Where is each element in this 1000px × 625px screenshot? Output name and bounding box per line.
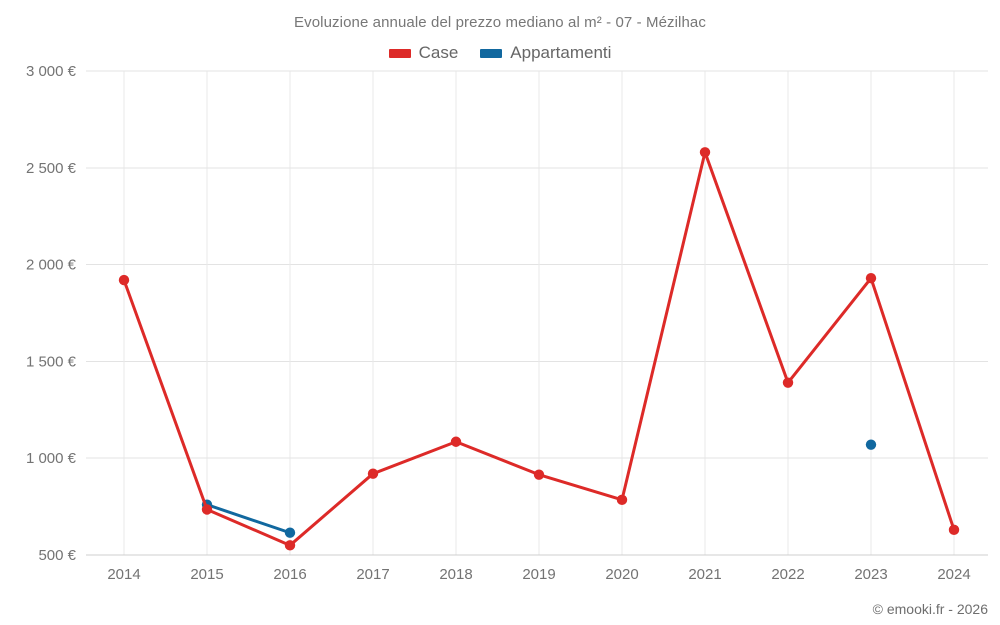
x-axis-tick-label: 2016: [273, 566, 306, 583]
x-axis-tick-label: 2022: [771, 566, 804, 583]
x-axis-tick-label: 2018: [439, 566, 472, 583]
x-axis-tick-label: 2019: [522, 566, 555, 583]
data-point-case-2022[interactable]: [782, 377, 794, 388]
data-point-case-2021[interactable]: [699, 147, 711, 158]
x-axis-tick-label: 2023: [854, 566, 887, 583]
x-axis-tick-label: 2015: [190, 566, 223, 583]
x-axis-tick-label: 2017: [356, 566, 389, 583]
chart-title: Evoluzione annuale del prezzo mediano al…: [294, 14, 706, 31]
data-point-case-2024[interactable]: [948, 524, 960, 536]
y-axis-tick-label: 2 500 €: [26, 160, 77, 177]
legend-label-appartamenti: Appartamenti: [510, 43, 612, 62]
x-axis-tick-label: 2024: [937, 566, 970, 583]
legend-swatch-appartamenti: [480, 48, 503, 58]
data-point-appartamenti-2023[interactable]: [865, 439, 877, 450]
series-line-appartamenti: [205, 503, 292, 535]
legend-item-appartamenti[interactable]: Appartamenti: [480, 43, 611, 63]
data-point-case-2016[interactable]: [284, 540, 296, 551]
data-point-case-2017[interactable]: [367, 468, 379, 479]
y-axis-tick-label: 1 000 €: [26, 450, 77, 467]
data-point-case-2018[interactable]: [450, 436, 462, 447]
legend-label-case: Case: [418, 43, 459, 62]
chart-credit: © emooki.fr - 2026: [872, 601, 988, 617]
y-axis-tick-label: 3 000 €: [26, 63, 77, 80]
legend-item-case[interactable]: Case: [388, 43, 459, 63]
y-axis-tick-label: 1 500 €: [26, 353, 77, 370]
data-point-case-2019[interactable]: [533, 469, 545, 480]
x-axis-tick-label: 2014: [107, 566, 140, 583]
y-axis-tick-label: 500 €: [38, 547, 76, 564]
chart-legend: Case Appartamenti: [0, 43, 1000, 63]
legend-swatch-case: [388, 48, 411, 58]
data-point-case-2015[interactable]: [201, 504, 213, 515]
data-point-appartamenti-2016[interactable]: [284, 527, 296, 538]
data-point-case-2023[interactable]: [865, 272, 877, 284]
data-point-case-2020[interactable]: [616, 494, 628, 506]
x-axis-tick-label: 2021: [688, 566, 721, 583]
data-point-case-2014[interactable]: [118, 274, 130, 286]
x-axis-tick-label: 2020: [605, 566, 638, 583]
y-axis-tick-label: 2 000 €: [26, 257, 77, 274]
